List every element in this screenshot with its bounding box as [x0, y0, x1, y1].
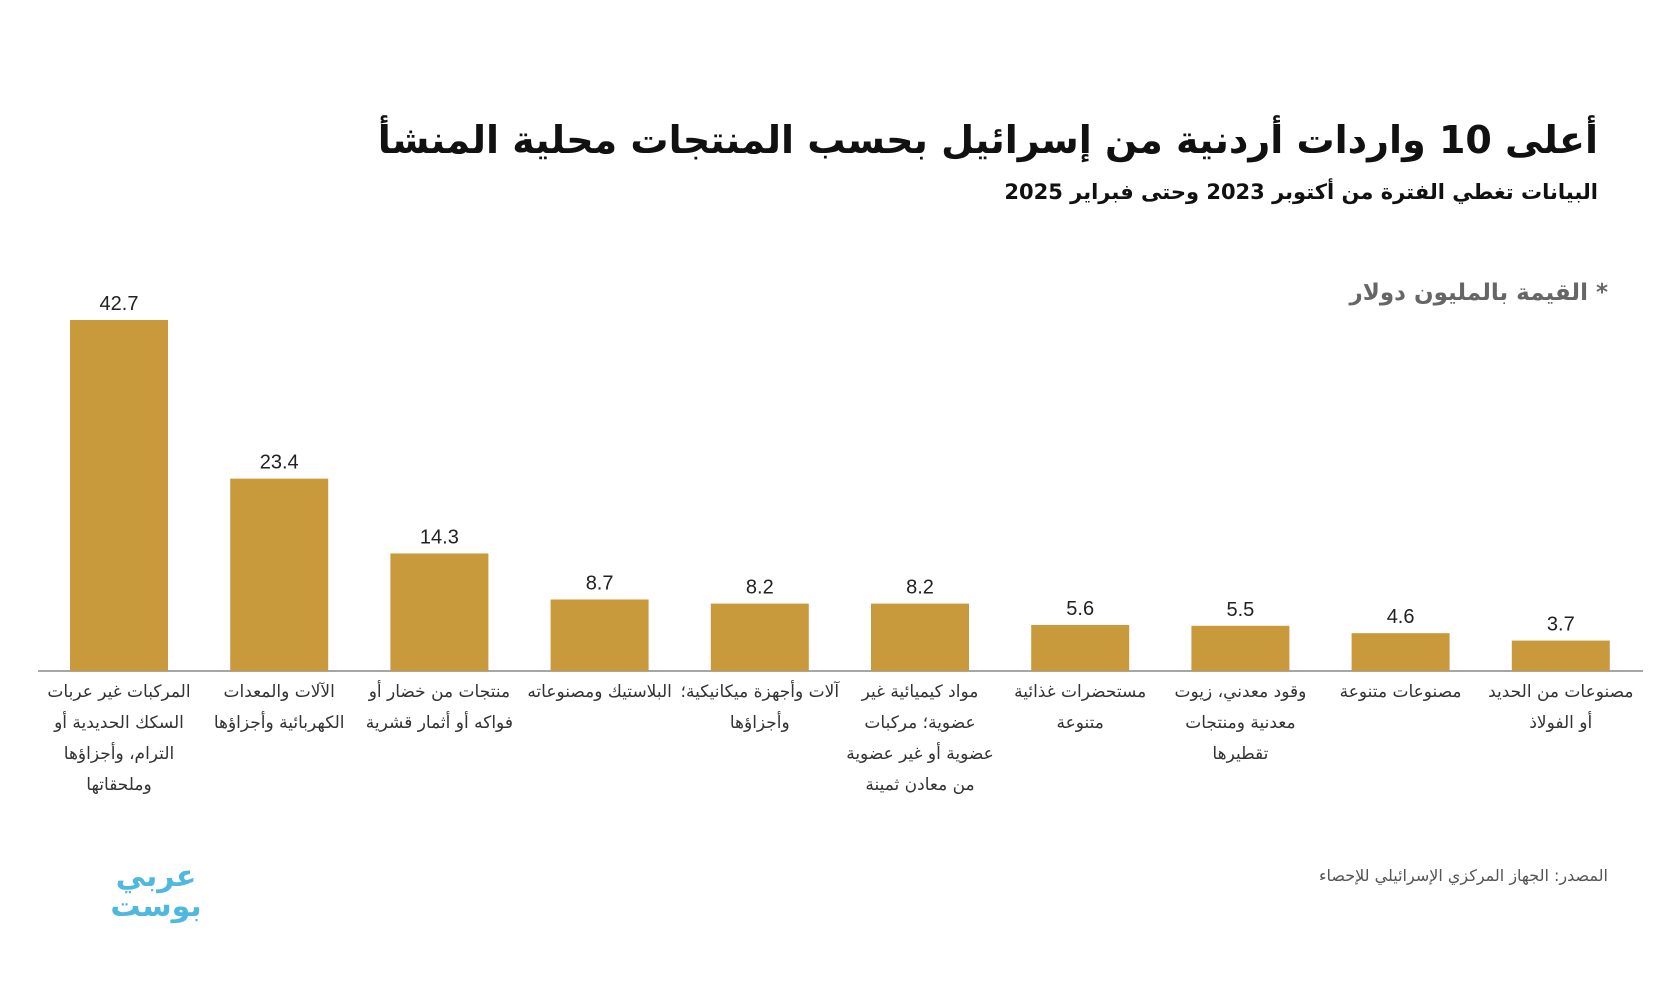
value-label: 5.6 — [1066, 598, 1094, 620]
value-label: 4.6 — [1387, 606, 1415, 628]
value-label: 42.7 — [100, 293, 139, 315]
x-tick-label: مصنوعات من الحديد أو الفولاذ — [1488, 682, 1634, 733]
bar — [1031, 624, 1130, 671]
bar — [390, 553, 489, 671]
chart-title: أعلى 10 واردات أردنية من إسرائيل بحسب ال… — [377, 118, 1598, 162]
bar — [710, 603, 809, 671]
x-tick-label: مستحضرات غذائية متنوعة — [1014, 682, 1147, 733]
x-tick-label: البلاستيك ومصنوعاته — [527, 682, 672, 702]
value-label: 5.5 — [1226, 599, 1254, 621]
source-note: المصدر: الجهاز المركزي الإسرائيلي للإحصا… — [1318, 866, 1608, 885]
bar — [70, 320, 168, 671]
value-label: 14.3 — [420, 526, 459, 548]
x-tick-label: منتجات من خضار أو فواكه أو أثمار قشرية — [365, 682, 513, 733]
logo: عربي بوست — [110, 859, 202, 924]
x-tick-label: الآلات والمعدات الكهربائية وأجزاؤها — [213, 682, 345, 733]
x-tick-label: المركبات غير عربات السكك الحديدية أو الت… — [47, 682, 191, 795]
bar — [550, 599, 649, 671]
value-label: 8.2 — [746, 577, 774, 599]
bar — [1351, 633, 1450, 671]
x-tick-label: مواد كيميائية غير عضوية؛ مركبات عضوية أو… — [846, 682, 994, 795]
value-label: 8.7 — [586, 572, 614, 594]
chart-subtitle: البيانات تغطي الفترة من أكتوبر 2023 وحتى… — [1004, 180, 1598, 204]
x-tick-label: وقود معدني، زيوت معدنية ومنتجات تقطيرها — [1174, 682, 1307, 764]
value-label: 3.7 — [1547, 614, 1575, 636]
value-label: 23.4 — [260, 452, 299, 474]
unit-note: * القيمة بالمليون دولار — [1349, 280, 1608, 306]
bar — [1191, 625, 1290, 671]
bar — [871, 603, 969, 671]
bar — [230, 478, 329, 671]
bar — [1511, 640, 1610, 671]
x-tick-label: آلات وأجهزة ميكانيكية؛ وأجزاؤها — [680, 682, 840, 733]
value-label: 8.2 — [906, 577, 934, 599]
x-tick-label: مصنوعات متنوعة — [1339, 682, 1462, 702]
